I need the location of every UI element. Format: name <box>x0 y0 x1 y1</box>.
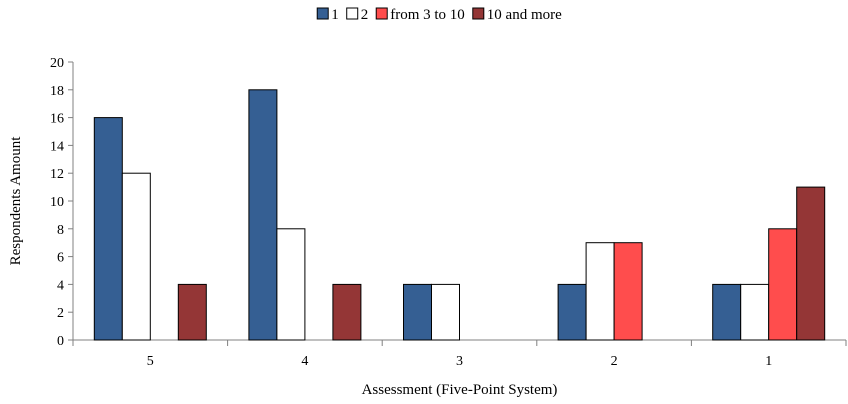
bar-1-1 <box>712 283 742 341</box>
legend-label: 10 and more <box>487 7 562 23</box>
y-tick-label: 18 <box>50 84 64 99</box>
y-tick-label: 8 <box>57 223 64 238</box>
legend-item: 10 and more <box>472 7 562 23</box>
bar-2-5 <box>121 172 151 341</box>
bar-2-3 <box>431 283 460 341</box>
legend-item: from 3 to 10 <box>375 7 465 23</box>
bar-1-3 <box>403 283 432 341</box>
legend-item: 2 <box>346 7 369 23</box>
x-tick-label: 1 <box>765 354 772 369</box>
x-tick-label: 5 <box>147 354 154 369</box>
y-tick-label: 14 <box>50 139 64 154</box>
legend-swatch <box>316 7 329 20</box>
legend-swatch <box>346 7 359 20</box>
x-axis-title: Assessment (Five-Point System) <box>362 382 558 398</box>
bar-from-3-to-10-2 <box>613 242 643 341</box>
bar-from-3-to-10-1 <box>768 228 798 341</box>
legend-swatch <box>375 7 388 20</box>
legend: 1 2 from 3 to 10 10 and more <box>316 7 562 23</box>
y-axis-title: Respondents Amount <box>8 136 24 266</box>
y-tick-label: 0 <box>57 334 64 349</box>
y-tick-label: 12 <box>50 167 64 182</box>
legend-label: 2 <box>361 7 369 23</box>
legend-label: 1 <box>331 7 339 23</box>
y-tick-label: 10 <box>50 195 64 210</box>
x-axis: 5 4 3 2 1 <box>72 339 847 369</box>
bar-1-5 <box>93 117 123 341</box>
y-tick-label: 16 <box>50 112 64 127</box>
x-tick-label: 3 <box>456 354 463 369</box>
y-tick-label: 2 <box>57 306 64 321</box>
bar-10-and-more-5 <box>177 283 207 341</box>
y-axis: 0 2 4 6 8 10 12 14 16 18 20 <box>50 56 74 349</box>
bar-2-2 <box>585 242 615 341</box>
y-tick-label: 6 <box>57 251 64 266</box>
bar-2-4 <box>276 228 306 341</box>
bar-2-1 <box>740 283 770 341</box>
bar-10-and-more-1 <box>796 186 826 341</box>
legend-item: 1 <box>316 7 339 23</box>
y-tick-label: 20 <box>50 56 64 71</box>
bars <box>93 89 826 341</box>
y-tick-label: 4 <box>57 278 64 293</box>
bar-10-and-more-4 <box>332 283 362 341</box>
x-tick-label: 4 <box>301 354 308 369</box>
bar-1-2 <box>557 283 587 341</box>
bar-1-4 <box>248 89 278 341</box>
legend-swatch <box>472 7 485 20</box>
legend-label: from 3 to 10 <box>390 7 465 23</box>
x-tick-label: 2 <box>611 354 618 369</box>
